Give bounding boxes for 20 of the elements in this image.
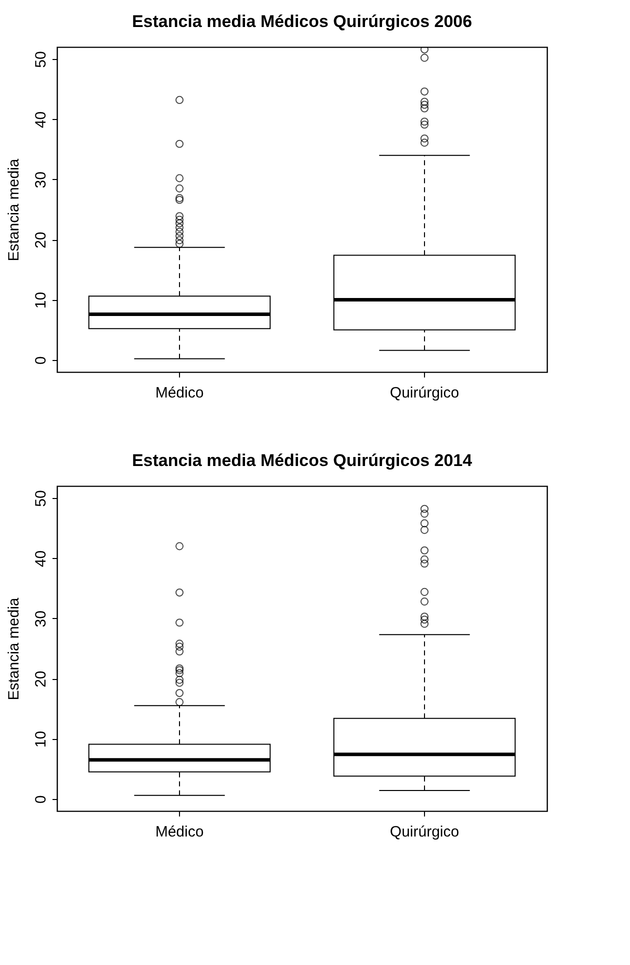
- y-tick-label: 40: [32, 111, 50, 128]
- y-axis-title: Estancia media: [6, 597, 22, 700]
- x-tick-label: Quirúrgico: [390, 824, 460, 840]
- y-tick-label: 10: [32, 292, 50, 309]
- y-tick-label: 10: [32, 730, 50, 748]
- y-tick-label: 40: [32, 550, 50, 568]
- y-tick-label: 20: [32, 670, 50, 688]
- x-tick-label: Médico: [155, 384, 204, 402]
- y-tick-label: 0: [32, 795, 50, 804]
- y-tick-label: 50: [32, 490, 50, 507]
- chart-title: Estancia media Médicos Quirúrgicos 2006: [132, 12, 472, 31]
- x-tick-label: Quirúrgico: [390, 384, 460, 402]
- y-axis-title: Estancia media: [6, 158, 22, 262]
- chart-title: Estancia media Médicos Quirúrgicos 2014: [132, 451, 473, 470]
- y-tick-label: 30: [32, 610, 50, 628]
- y-tick-label: 30: [32, 172, 50, 188]
- x-tick-label: Médico: [155, 824, 204, 840]
- y-tick-label: 50: [32, 51, 50, 68]
- y-tick-label: 0: [32, 356, 50, 365]
- y-tick-label: 20: [32, 232, 50, 248]
